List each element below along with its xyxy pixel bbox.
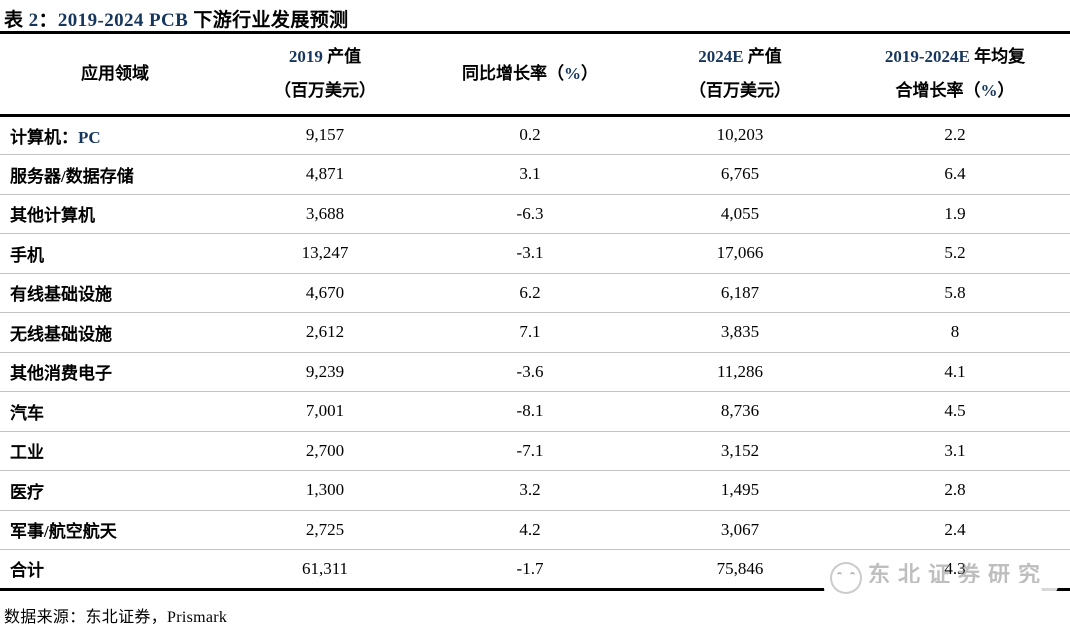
cell-2024e-value: 3,152 <box>640 431 840 471</box>
table-row: 手机 13,247 -3.1 17,066 5.2 <box>0 233 1070 274</box>
cell-yoy-growth: -1.7 <box>420 549 640 591</box>
table-body: 计算机：PC 9,157 0.2 10,203 2.2 服务器/数据存储 4,8… <box>0 115 1070 591</box>
cell-2019-value: 2,612 <box>230 312 420 353</box>
table-row: 无线基础设施 2,612 7.1 3,835 8 <box>0 312 1070 353</box>
cell-2024e-value: 1,495 <box>640 470 840 511</box>
table-row: 其他消费电子 9,239 -3.6 11,286 4.1 <box>0 352 1070 392</box>
table-row: 汽车 7,001 -8.1 8,736 4.5 <box>0 391 1070 432</box>
row-label: 有线基础设施 <box>0 273 230 313</box>
cell-cagr: 4.3 <box>840 549 1070 591</box>
cell-yoy-growth: -7.1 <box>420 431 640 471</box>
cell-cagr: 3.1 <box>840 431 1070 471</box>
row-label: 计算机：PC <box>0 115 230 155</box>
cell-2024e-value: 17,066 <box>640 233 840 274</box>
row-label: 汽车 <box>0 391 230 432</box>
cell-cagr: 2.2 <box>840 115 1070 155</box>
row-label: 医疗 <box>0 470 230 511</box>
cell-cagr: 6.4 <box>840 154 1070 195</box>
column-header-yoy-growth: 同比增长率（%） <box>420 34 640 117</box>
cell-2019-value: 4,871 <box>230 154 420 195</box>
cell-yoy-growth: -3.1 <box>420 233 640 274</box>
cell-yoy-growth: 3.2 <box>420 470 640 511</box>
table-header: 应用领域 2019 产值 （百万美元） 同比增长率（%） <box>0 34 1070 117</box>
cell-yoy-growth: 4.2 <box>420 510 640 550</box>
table-row: 医疗 1,300 3.2 1,495 2.8 <box>0 470 1070 511</box>
cell-2019-value: 4,670 <box>230 273 420 313</box>
cell-yoy-growth: 3.1 <box>420 154 640 195</box>
column-header-cagr: 2019-2024E 年均复 合增长率（%） <box>840 34 1070 117</box>
cell-2024e-value: 8,736 <box>640 391 840 432</box>
cell-cagr: 4.5 <box>840 391 1070 432</box>
forecast-table: 应用领域 2019 产值 （百万美元） 同比增长率（%） <box>0 34 1070 591</box>
table-row: 工业 2,700 -7.1 3,152 3.1 <box>0 431 1070 471</box>
table-row: 合计 61,311 -1.7 75,846 4.3 <box>0 549 1070 591</box>
column-header-2019-value: 2019 产值 （百万美元） <box>230 34 420 117</box>
cell-cagr: 8 <box>840 312 1070 353</box>
cell-2024e-value: 75,846 <box>640 549 840 591</box>
column-header-2024e-value: 2024E 产值 （百万美元） <box>640 34 840 117</box>
row-label: 手机 <box>0 233 230 274</box>
cell-2019-value: 3,688 <box>230 194 420 234</box>
cell-yoy-growth: -6.3 <box>420 194 640 234</box>
row-label: 其他计算机 <box>0 194 230 234</box>
table-row: 有线基础设施 4,670 6.2 6,187 5.8 <box>0 273 1070 313</box>
cell-cagr: 2.4 <box>840 510 1070 550</box>
table-row: 计算机：PC 9,157 0.2 10,203 2.2 <box>0 115 1070 155</box>
cell-cagr: 2.8 <box>840 470 1070 511</box>
cell-yoy-growth: -3.6 <box>420 352 640 392</box>
cell-yoy-growth: 7.1 <box>420 312 640 353</box>
cell-2024e-value: 6,187 <box>640 273 840 313</box>
cell-2019-value: 9,239 <box>230 352 420 392</box>
column-header-application-field: 应用领域 <box>0 34 230 117</box>
row-label: 工业 <box>0 431 230 471</box>
cell-cagr: 5.8 <box>840 273 1070 313</box>
row-label: 无线基础设施 <box>0 312 230 353</box>
cell-yoy-growth: 0.2 <box>420 115 640 155</box>
page-title: 表 2：2019-2024 PCB 下游行业发展预测 <box>0 0 1070 34</box>
source-note: 数据来源：东北证券，Prismark <box>4 608 228 626</box>
table-row: 军事/航空航天 2,725 4.2 3,067 2.4 <box>0 510 1070 550</box>
cell-2024e-value: 11,286 <box>640 352 840 392</box>
cell-2024e-value: 6,765 <box>640 154 840 195</box>
header-row: 应用领域 2019 产值 （百万美元） 同比增长率（%） <box>0 34 1070 117</box>
cell-2024e-value: 3,835 <box>640 312 840 353</box>
cell-2019-value: 7,001 <box>230 391 420 432</box>
cell-yoy-growth: -8.1 <box>420 391 640 432</box>
cell-yoy-growth: 6.2 <box>420 273 640 313</box>
row-label: 军事/航空航天 <box>0 510 230 550</box>
cell-2019-value: 1,300 <box>230 470 420 511</box>
cell-2024e-value: 10,203 <box>640 115 840 155</box>
table-row: 其他计算机 3,688 -6.3 4,055 1.9 <box>0 194 1070 234</box>
cell-cagr: 4.1 <box>840 352 1070 392</box>
cell-2019-value: 13,247 <box>230 233 420 274</box>
cell-2019-value: 61,311 <box>230 549 420 591</box>
table-row: 服务器/数据存储 4,871 3.1 6,765 6.4 <box>0 154 1070 195</box>
cell-2024e-value: 4,055 <box>640 194 840 234</box>
row-label: 合计 <box>0 549 230 591</box>
cell-2019-value: 2,725 <box>230 510 420 550</box>
row-label: 服务器/数据存储 <box>0 154 230 195</box>
cell-2019-value: 9,157 <box>230 115 420 155</box>
cell-cagr: 5.2 <box>840 233 1070 274</box>
row-label: 其他消费电子 <box>0 352 230 392</box>
cell-2024e-value: 3,067 <box>640 510 840 550</box>
cell-2019-value: 2,700 <box>230 431 420 471</box>
cell-cagr: 1.9 <box>840 194 1070 234</box>
